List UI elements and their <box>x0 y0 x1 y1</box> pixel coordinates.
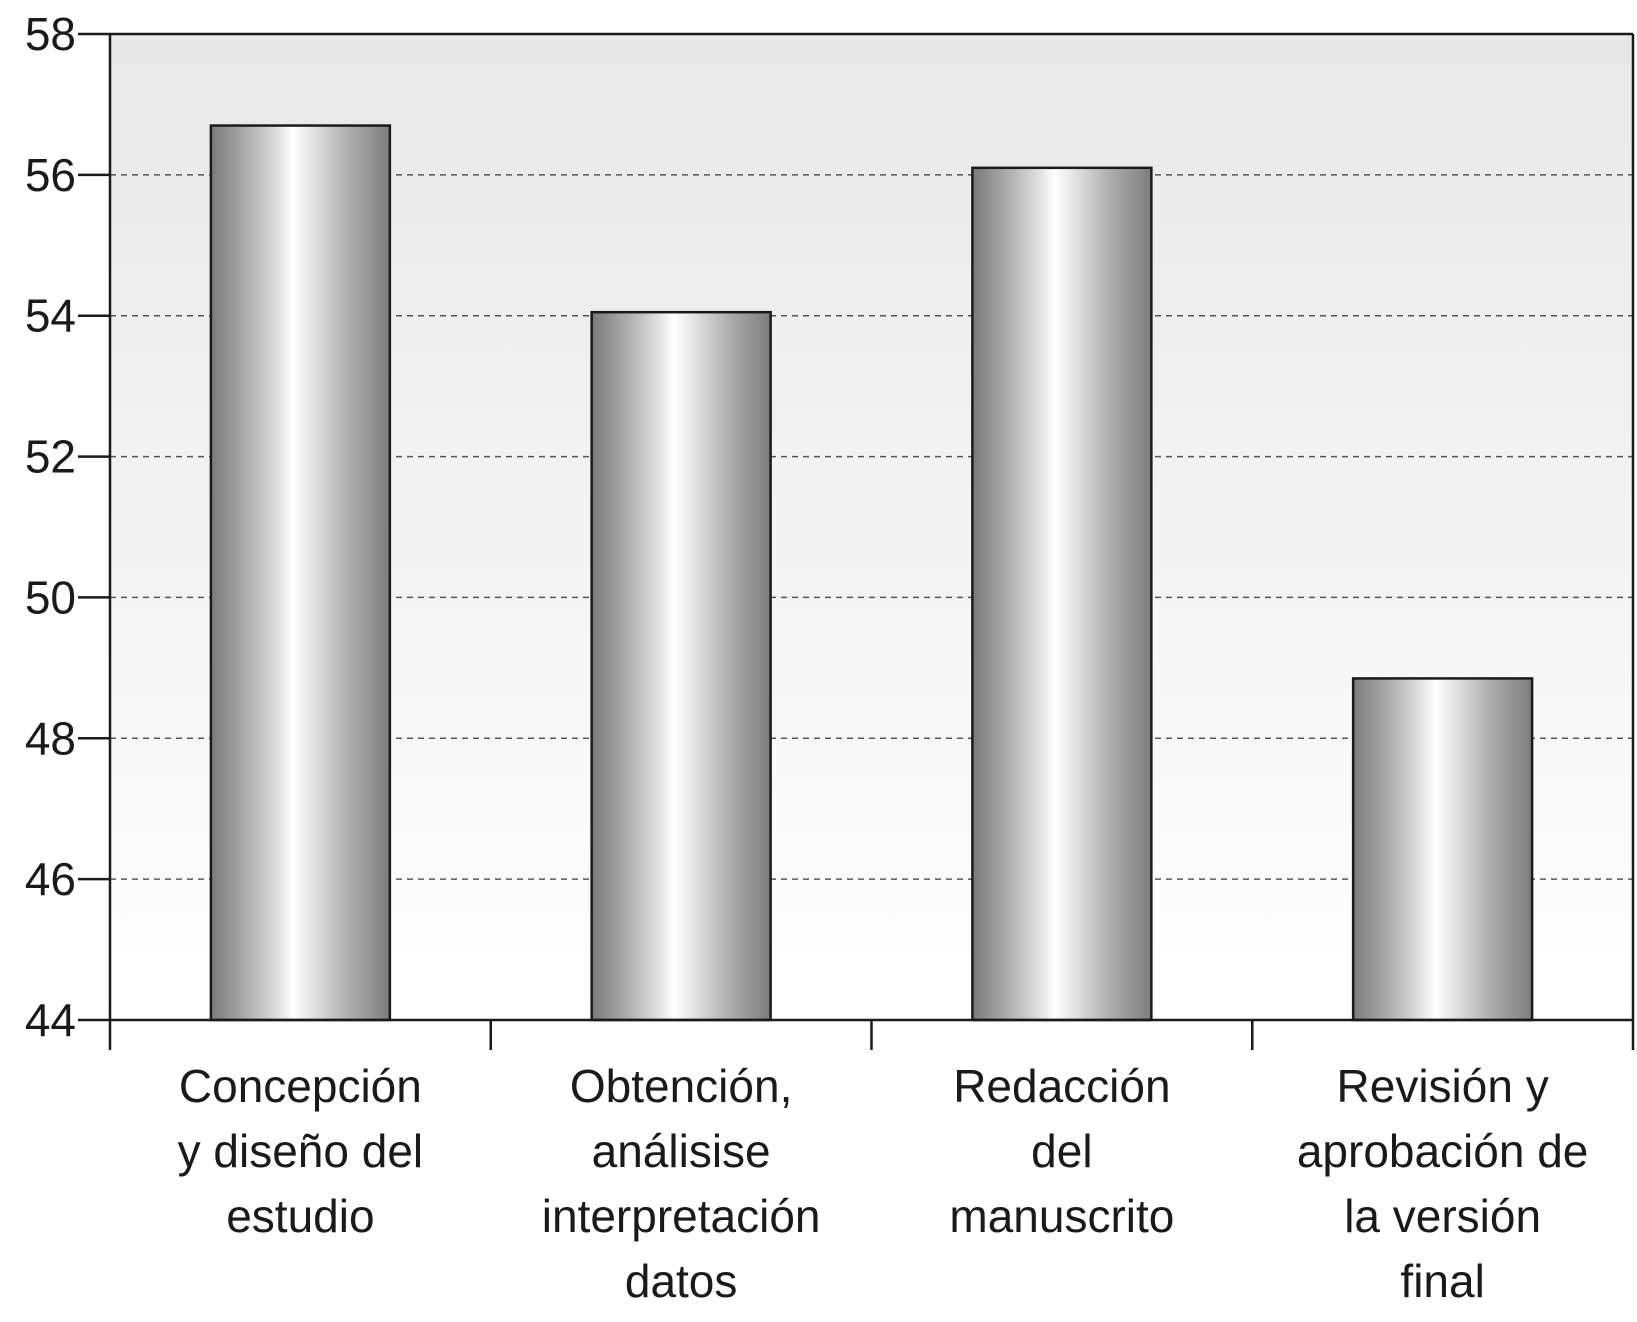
y-tick-label: 52 <box>25 431 76 483</box>
bar-3 <box>971 166 1153 1022</box>
bar-4 <box>1351 677 1534 1022</box>
y-tick-label: 50 <box>25 571 76 623</box>
x-category-label-line: interpretación <box>542 1190 821 1242</box>
x-category-label-line: estudio <box>226 1190 374 1242</box>
x-category-label-line: aprobación de <box>1297 1125 1589 1177</box>
y-tick-labels: 44 46 48 50 52 54 56 58 <box>25 8 76 1046</box>
bar-2 <box>590 310 772 1022</box>
x-category-label-line: Revisión y <box>1337 1060 1549 1112</box>
x-category-label-line: manuscrito <box>949 1190 1174 1242</box>
axes <box>78 32 1635 1050</box>
x-category-label-line: del <box>1031 1125 1092 1177</box>
x-category-label-line: análisise <box>592 1125 771 1177</box>
x-category-label-line: final <box>1400 1255 1484 1307</box>
y-tick-label: 58 <box>25 8 76 60</box>
y-tick-label: 48 <box>25 712 76 764</box>
x-category-label-line: datos <box>625 1255 738 1307</box>
y-tick-label: 46 <box>25 853 76 905</box>
x-category-label-line: Obtención, <box>570 1060 792 1112</box>
x-category-label: Redacción del manuscrito <box>949 1060 1174 1242</box>
x-category-label-line: y diseño del <box>178 1125 424 1177</box>
y-tick-label: 54 <box>25 290 76 342</box>
x-category-label: Concepción y diseño del estudio <box>178 1060 424 1242</box>
x-category-label-line: la versión <box>1344 1190 1541 1242</box>
bars <box>209 124 1534 1022</box>
x-category-label-line: Redacción <box>953 1060 1170 1112</box>
y-tick-label: 56 <box>25 149 76 201</box>
x-category-labels: Concepción y diseño del estudio Obtención, a… <box>178 1060 1589 1307</box>
x-category-label: Obtención, análisise interpretación datos <box>542 1060 821 1307</box>
y-tick-label: 44 <box>25 994 76 1046</box>
x-category-label-line: Concepción <box>179 1060 422 1112</box>
x-category-label: Revisión y aprobación de la versión final <box>1297 1060 1589 1307</box>
bar-1 <box>209 124 392 1022</box>
